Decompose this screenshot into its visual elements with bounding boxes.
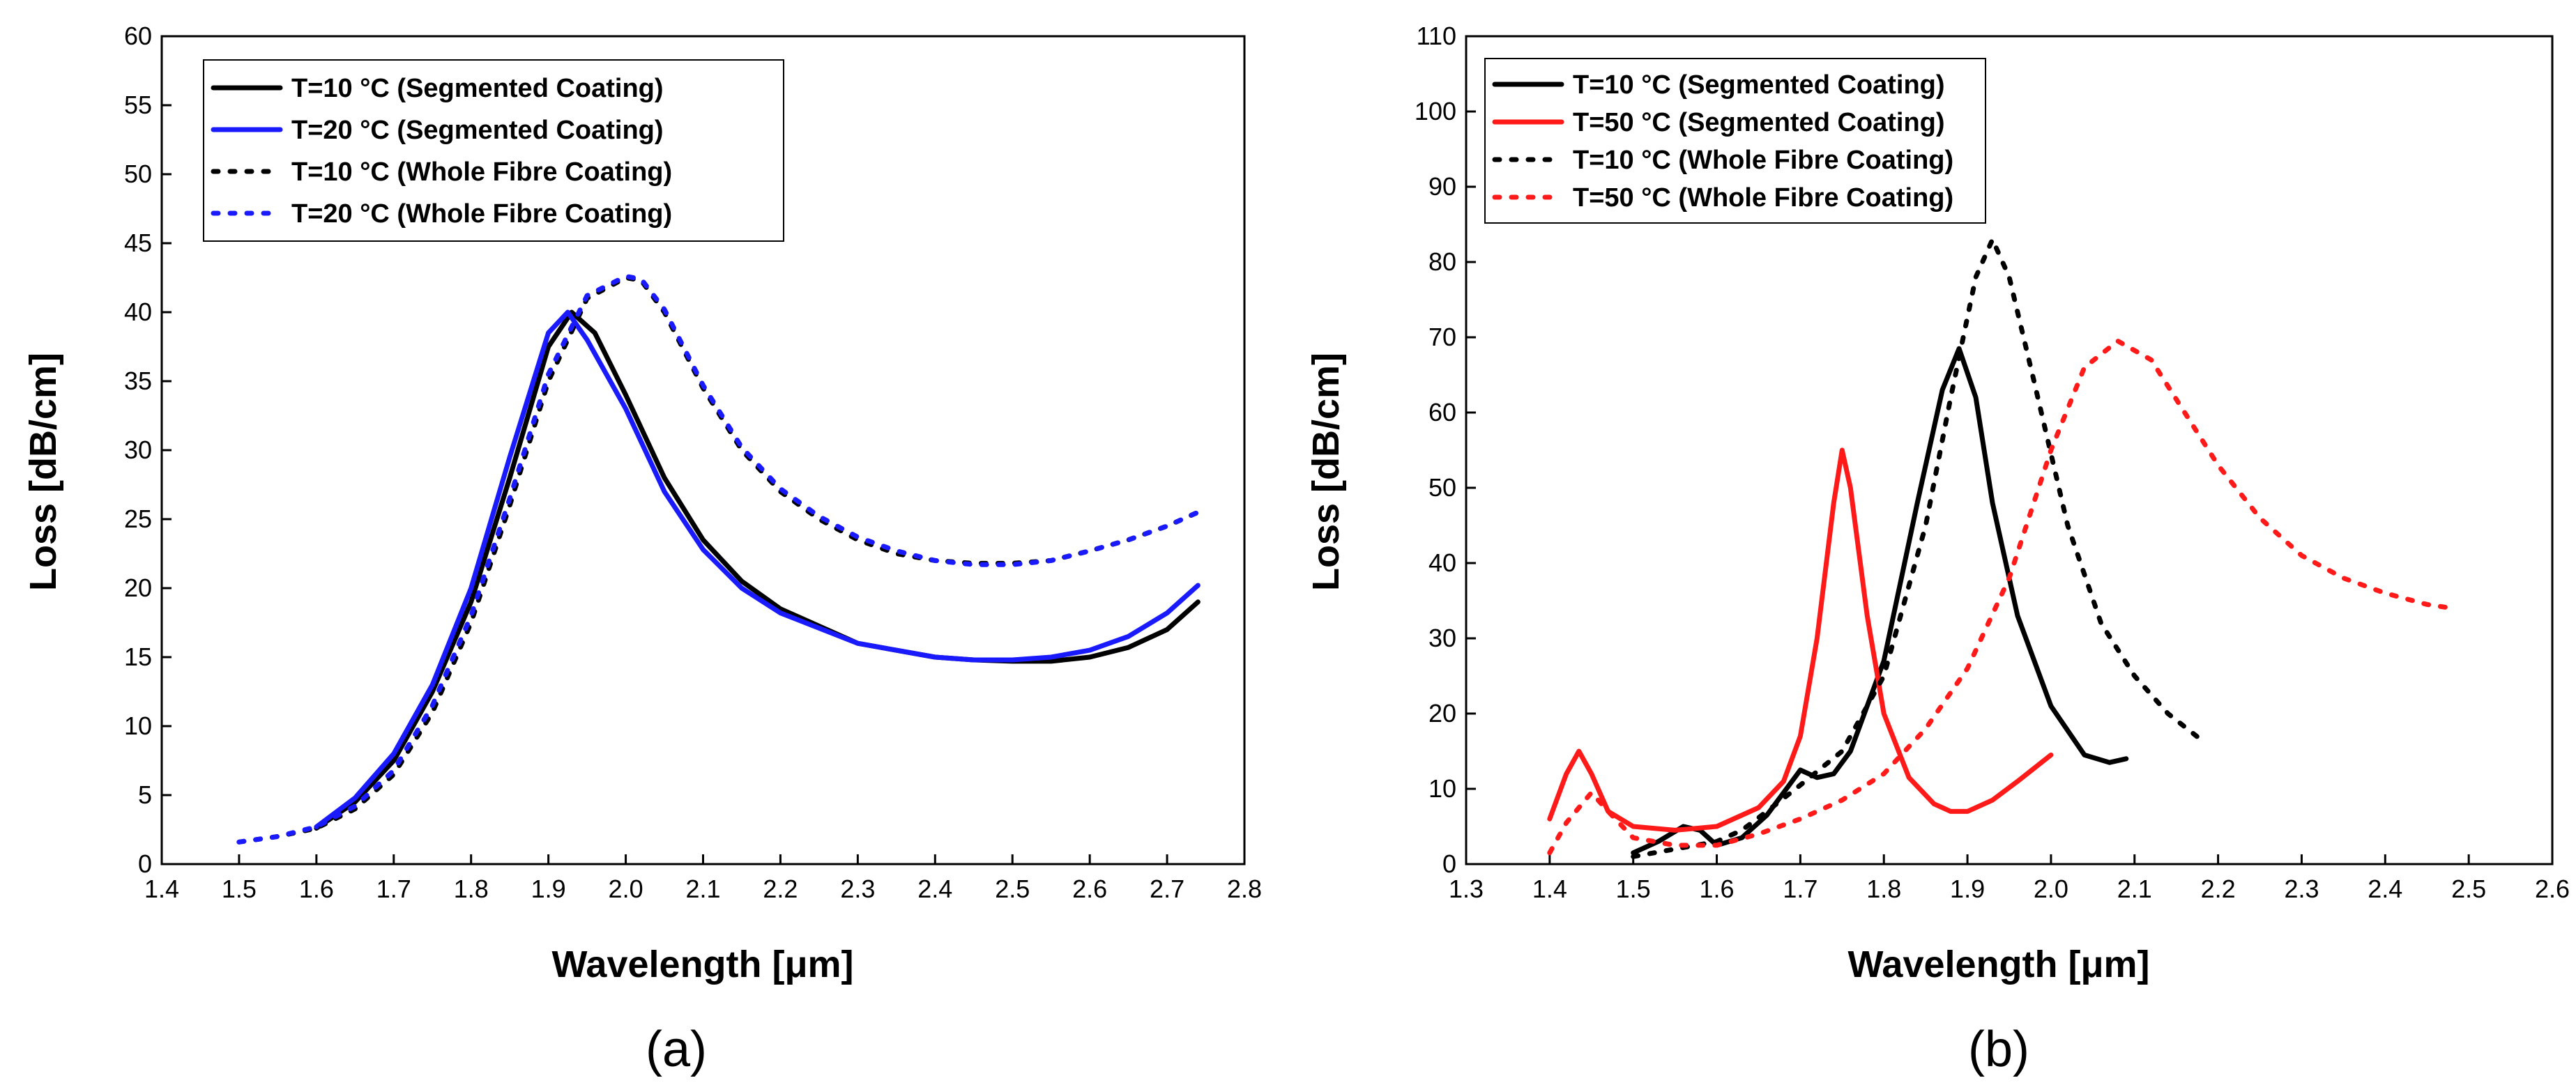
- legend-box: [203, 59, 784, 242]
- x-axis-title: Wavelength [μm]: [551, 944, 853, 985]
- x-tick-label: 1.8: [454, 875, 489, 903]
- legend-label: T=10 °C (Segmented Coating): [1573, 70, 1945, 100]
- x-tick-label: 1.6: [1700, 875, 1735, 903]
- series-line-3: [1631, 237, 2204, 859]
- x-tick-label: 1.8: [1866, 875, 1901, 903]
- series-line-2: [1547, 447, 2054, 833]
- y-axis-title: Loss [dB/cm]: [22, 353, 64, 591]
- x-tick-label: 2.0: [609, 875, 643, 903]
- y-tick-label: 5: [138, 780, 152, 809]
- y-tick-label: 30: [1428, 624, 1456, 652]
- x-tick-label: 1.4: [1532, 875, 1567, 903]
- y-tick-label: 0: [1442, 849, 1456, 878]
- x-tick-label: 2.8: [1227, 875, 1262, 903]
- y-tick-label: 60: [1428, 398, 1456, 426]
- x-tick-label: 2.7: [1150, 875, 1184, 903]
- x-tick-label: 2.4: [917, 875, 952, 903]
- series-line-2: [314, 309, 1201, 829]
- x-tick-label: 2.2: [763, 875, 798, 903]
- x-tick-label: 2.1: [2117, 875, 2152, 903]
- x-tick-label: 1.9: [531, 875, 566, 903]
- x-axis-title: Wavelength [μm]: [1847, 944, 2149, 985]
- y-tick-label: 45: [124, 229, 152, 257]
- x-tick-label: 1.7: [1783, 875, 1817, 903]
- panel-label: (b): [1968, 1022, 2029, 1077]
- x-tick-label: 1.9: [1950, 875, 1985, 903]
- x-tick-label: 2.2: [2201, 875, 2236, 903]
- x-tick-label: 1.5: [222, 875, 257, 903]
- y-tick-label: 110: [1417, 22, 1456, 50]
- y-axis-title: Loss [dB/cm]: [1305, 353, 1347, 591]
- legend: T=10 °C (Segmented Coating) T=20 °C (Segm…: [203, 59, 784, 242]
- legend-label: T=50 °C (Segmented Coating): [1573, 108, 1945, 137]
- x-tick-label: 2.6: [2535, 875, 2570, 903]
- y-tick-label: 0: [138, 849, 152, 878]
- y-tick-label: 80: [1428, 247, 1456, 276]
- y-tick-label: 90: [1428, 172, 1456, 201]
- x-tick-label: 2.5: [995, 875, 1030, 903]
- x-tick-label: 2.4: [2368, 875, 2402, 903]
- y-tick-label: 30: [124, 436, 152, 464]
- y-tick-label: 40: [124, 298, 152, 326]
- x-tick-label: 1.3: [1449, 875, 1484, 903]
- legend-label: T=20 °C (Whole Fibre Coating): [291, 199, 672, 229]
- y-tick-label: 60: [124, 22, 152, 50]
- legend: T=10 °C (Segmented Coating) T=50 °C (Segm…: [1484, 58, 1986, 224]
- y-tick-label: 20: [1428, 699, 1456, 728]
- y-tick-label: 100: [1415, 97, 1456, 125]
- series-line-1: [1631, 346, 2129, 856]
- x-tick-label: 1.6: [299, 875, 334, 903]
- legend-label: T=10 °C (Whole Fibre Coating): [291, 157, 672, 187]
- y-tick-label: 15: [124, 642, 152, 671]
- y-tick-label: 40: [1428, 548, 1456, 577]
- y-tick-label: 10: [124, 711, 152, 740]
- chart-panel-a: Wavelength [μm] Loss [dB/cm] (a) 1.4 1.5 1…: [22, 22, 1262, 1077]
- y-tick-label: 70: [1428, 323, 1456, 351]
- x-tick-label: 1.4: [144, 875, 179, 903]
- chart-panel-b: Wavelength [μm] Loss [dB/cm] (b) 1.3 1.4 1…: [1305, 22, 2570, 1077]
- x-tick-label: 2.6: [1072, 875, 1107, 903]
- legend-label: T=10 °C (Segmented Coating): [291, 74, 664, 103]
- series-line-1: [314, 309, 1201, 831]
- legend-label: T=20 °C (Segmented Coating): [291, 116, 664, 145]
- y-tick-label: 25: [124, 505, 152, 533]
- y-tick-label: 20: [124, 574, 152, 602]
- series-line-4: [236, 274, 1201, 845]
- legend-label: T=10 °C (Whole Fibre Coating): [1573, 146, 1953, 175]
- y-tick-label: 55: [124, 91, 152, 119]
- y-tick-label: 50: [1428, 473, 1456, 502]
- x-tick-label: 2.1: [685, 875, 720, 903]
- x-tick-label: 1.7: [376, 875, 411, 903]
- x-tick-label: 1.5: [1616, 875, 1651, 903]
- plot-frame: [1465, 35, 2554, 865]
- x-tick-label: 2.5: [2451, 875, 2486, 903]
- x-tick-label: 2.3: [840, 875, 875, 903]
- panel-label: (a): [646, 1022, 707, 1077]
- y-tick-label: 50: [124, 160, 152, 188]
- x-tick-label: 2.0: [2034, 875, 2068, 903]
- series-line-4: [1547, 338, 2455, 856]
- legend-label: T=50 °C (Whole Fibre Coating): [1573, 183, 1953, 213]
- y-tick-label: 10: [1428, 774, 1456, 803]
- x-tick-label: 2.3: [2284, 875, 2319, 903]
- legend-box: [1484, 58, 1986, 224]
- y-tick-label: 35: [124, 367, 152, 395]
